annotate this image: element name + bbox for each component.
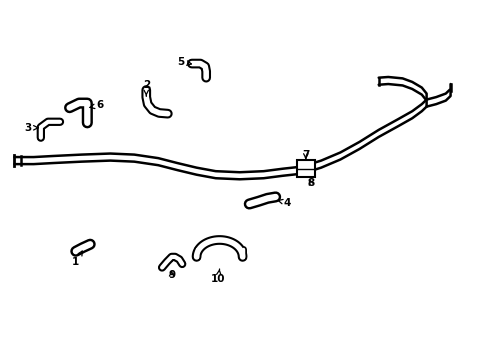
- Text: 2: 2: [142, 80, 150, 96]
- Text: 4: 4: [278, 198, 291, 208]
- Text: 8: 8: [306, 178, 314, 188]
- Text: 10: 10: [210, 269, 225, 284]
- Text: 1: 1: [72, 251, 82, 267]
- Bar: [297, 160, 315, 177]
- Text: 7: 7: [302, 150, 309, 160]
- Text: 5: 5: [177, 57, 191, 67]
- Text: 6: 6: [90, 100, 103, 110]
- Text: 9: 9: [168, 270, 175, 280]
- Text: 3: 3: [24, 123, 38, 133]
